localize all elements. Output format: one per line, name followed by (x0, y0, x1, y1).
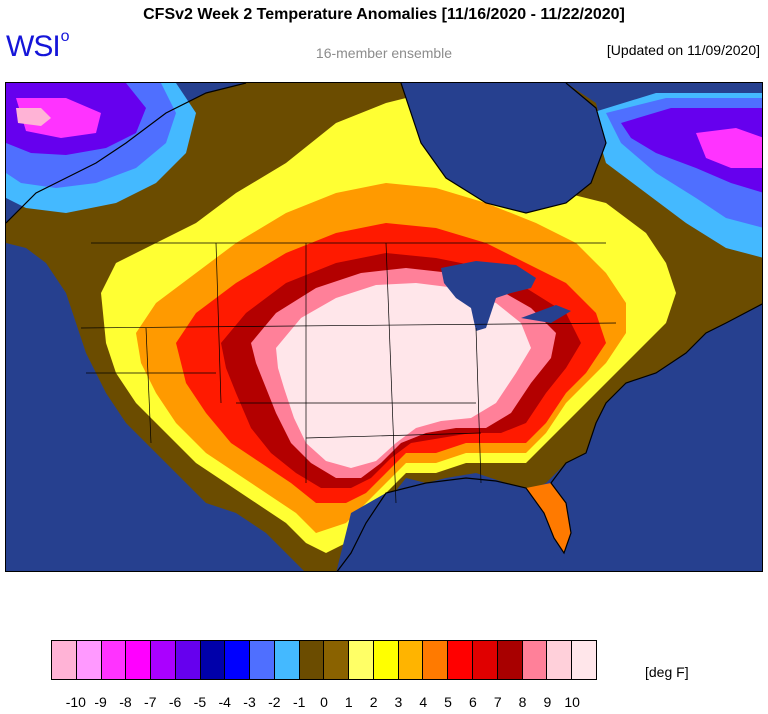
ensemble-subtitle: 16-member ensemble (315, 45, 453, 61)
legend-swatch (547, 641, 573, 679)
legend-tick-label: 9 (543, 694, 552, 710)
anomaly-map (5, 82, 763, 572)
legend-tick-label: 7 (493, 694, 502, 710)
legend-tick-label: -8 (119, 694, 132, 710)
legend-tick-label: -3 (243, 694, 256, 710)
legend-tick-label: -4 (218, 694, 231, 710)
legend-swatch (126, 641, 152, 679)
legend-swatch (274, 641, 300, 679)
legend-ticks: -10 -9 -8 -7 -6 -5 -4 -3 -2 -1 0 1 2 3 4 5 6 7 8 9 10 (51, 694, 597, 712)
cold-nw-pink (16, 108, 51, 126)
legend-swatch (423, 641, 449, 679)
legend-swatch (175, 641, 201, 679)
wsi-logo: WSIo (6, 28, 70, 64)
hudson-bay (401, 83, 606, 213)
state-borders (80, 242, 617, 504)
legend-tick-label: 1 (344, 694, 353, 710)
legend-tick-label: 4 (419, 694, 428, 710)
legend-tick-label: 0 (320, 694, 328, 710)
legend-tick-label: 8 (518, 694, 527, 710)
legend-tick-label: -1 (292, 694, 306, 710)
legend-swatch (497, 641, 523, 679)
color-legend (51, 640, 597, 680)
legend-tick-label: 3 (394, 694, 403, 710)
legend-swatch (473, 641, 498, 679)
legend-tick-label: 2 (369, 694, 378, 710)
great-lakes (441, 261, 536, 331)
legend-swatch (324, 641, 350, 679)
legend-units: [deg F] (645, 664, 689, 680)
legend-swatch (101, 641, 127, 679)
chart-title: CFSv2 Week 2 Temperature Anomalies [11/1… (143, 6, 625, 23)
legend-tick-label: -6 (168, 694, 182, 710)
legend-tick-label: 6 (469, 694, 477, 710)
legend-swatch (225, 641, 251, 679)
legend-tick-label: -5 (193, 694, 207, 710)
legend-swatch (200, 641, 226, 679)
legend-swatch (76, 641, 102, 679)
florida (526, 483, 571, 553)
legend-tick-label: -10 (65, 694, 86, 710)
legend-tick-label: -9 (94, 694, 107, 710)
coastline (6, 83, 762, 571)
legend-tick-label: -7 (144, 694, 157, 710)
updated-date: [Updated on 11/09/2020] (606, 42, 760, 58)
legend-swatch (151, 641, 176, 679)
lake-erie (521, 305, 571, 323)
legend-swatch (373, 641, 399, 679)
legend-tick-label: -2 (268, 694, 281, 710)
legend-tick-label: 10 (564, 694, 580, 710)
legend-swatch (448, 641, 474, 679)
legend-swatch (572, 641, 596, 679)
map-canvas (6, 83, 762, 571)
legend-tick-label: 5 (444, 694, 452, 710)
legend-swatch (522, 641, 548, 679)
cold-ne-purple (621, 108, 762, 193)
legend-swatch (250, 641, 275, 679)
legend-swatch (398, 641, 424, 679)
legend-swatch (349, 641, 374, 679)
legend-swatch (52, 641, 77, 679)
gulf-of-mexico (336, 478, 565, 571)
cold-ne-magenta (696, 128, 762, 168)
legend-swatch (299, 641, 325, 679)
land-lightpink (276, 283, 531, 468)
logo-mark: o (60, 28, 70, 45)
logo-text: WSI (6, 30, 61, 63)
